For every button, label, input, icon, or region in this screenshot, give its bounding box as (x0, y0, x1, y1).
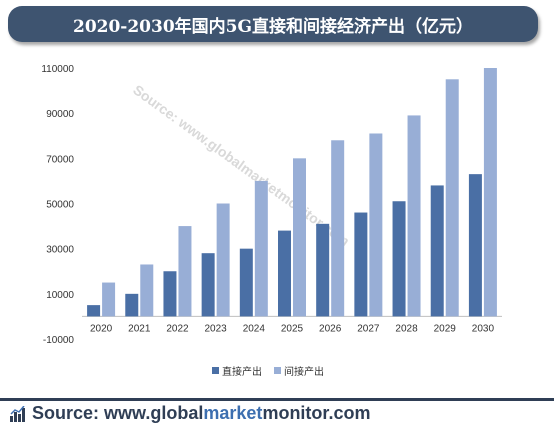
y-axis: -10000 10000 30000 50000 70000 90000 110000 (41, 64, 74, 346)
x-tick-label: 2024 (243, 323, 266, 334)
legend-label-indirect: 间接产出 (284, 365, 324, 378)
y-tick-label: 10000 (46, 290, 74, 301)
x-tick-label: 2020 (90, 323, 113, 334)
x-tick-label: 2025 (281, 323, 304, 334)
y-tick-label: 50000 (46, 200, 74, 211)
x-tick-label: 2028 (395, 323, 418, 334)
x-tick-label: 2023 (205, 323, 228, 334)
chart-logo-icon (10, 406, 25, 422)
bar-direct (316, 223, 330, 317)
x-tick-label: 2021 (128, 323, 151, 334)
bar-indirect (102, 282, 116, 317)
source-url-part-1: www.global (104, 403, 204, 423)
source-text: Source: www.globalmarketmonitor.com (32, 403, 370, 424)
source-footer: Source: www.globalmarketmonitor.com (0, 398, 554, 428)
source-url-part-3: monitor (262, 403, 329, 423)
legend-swatch-direct (212, 367, 219, 374)
bar-indirect (216, 203, 230, 317)
legend-swatch-indirect (274, 367, 281, 374)
bar-indirect (293, 158, 306, 317)
x-tick-label: 2029 (434, 323, 457, 334)
chart-title: 2020-2030年国内5G直接和间接经济产出（亿元） (72, 16, 474, 37)
bar-direct (392, 201, 406, 317)
bar-direct (239, 248, 253, 317)
x-axis: 2020 2021 2022 2023 2024 2025 2026 2027 2028 2029… (82, 315, 502, 334)
source-url-part-2: market (203, 403, 263, 423)
bars (87, 68, 497, 317)
x-tick-label: 2030 (472, 323, 495, 334)
y-tick-label: 70000 (46, 154, 74, 165)
bar-direct (278, 230, 291, 317)
y-tick-label: 90000 (46, 109, 74, 120)
bar-direct (201, 253, 215, 317)
footer-rule (0, 398, 554, 401)
y-tick-label: -10000 (43, 335, 75, 346)
bar-direct (125, 293, 139, 317)
source-url-part-4: .com (328, 403, 371, 423)
title-banner: 2020-2030年国内5G直接和间接经济产出（亿元） (8, 6, 538, 42)
bar-indirect (445, 79, 459, 317)
bar-chart: Source: www.globalmarketmonitor.com -100… (41, 64, 502, 378)
bar-indirect (483, 68, 497, 317)
bar-direct (468, 174, 482, 317)
x-tick-label: 2026 (319, 323, 342, 334)
bar-indirect (407, 115, 421, 317)
bar-indirect (331, 140, 345, 317)
bar-indirect (178, 226, 192, 317)
bar-indirect (369, 133, 383, 317)
bar-direct (354, 212, 368, 317)
y-tick-label: 110000 (41, 64, 74, 75)
bar-direct (430, 185, 444, 317)
bar-indirect (140, 264, 154, 317)
source-label: Source: (32, 403, 100, 423)
y-tick-label: 30000 (46, 245, 74, 256)
bar-direct (163, 271, 177, 317)
x-tick-label: 2027 (357, 323, 380, 334)
x-tick-label: 2022 (166, 323, 189, 334)
legend: 直接产出 间接产出 (212, 365, 324, 378)
bar-direct (87, 305, 101, 317)
bar-indirect (254, 180, 268, 317)
legend-label-direct: 直接产出 (222, 365, 262, 378)
